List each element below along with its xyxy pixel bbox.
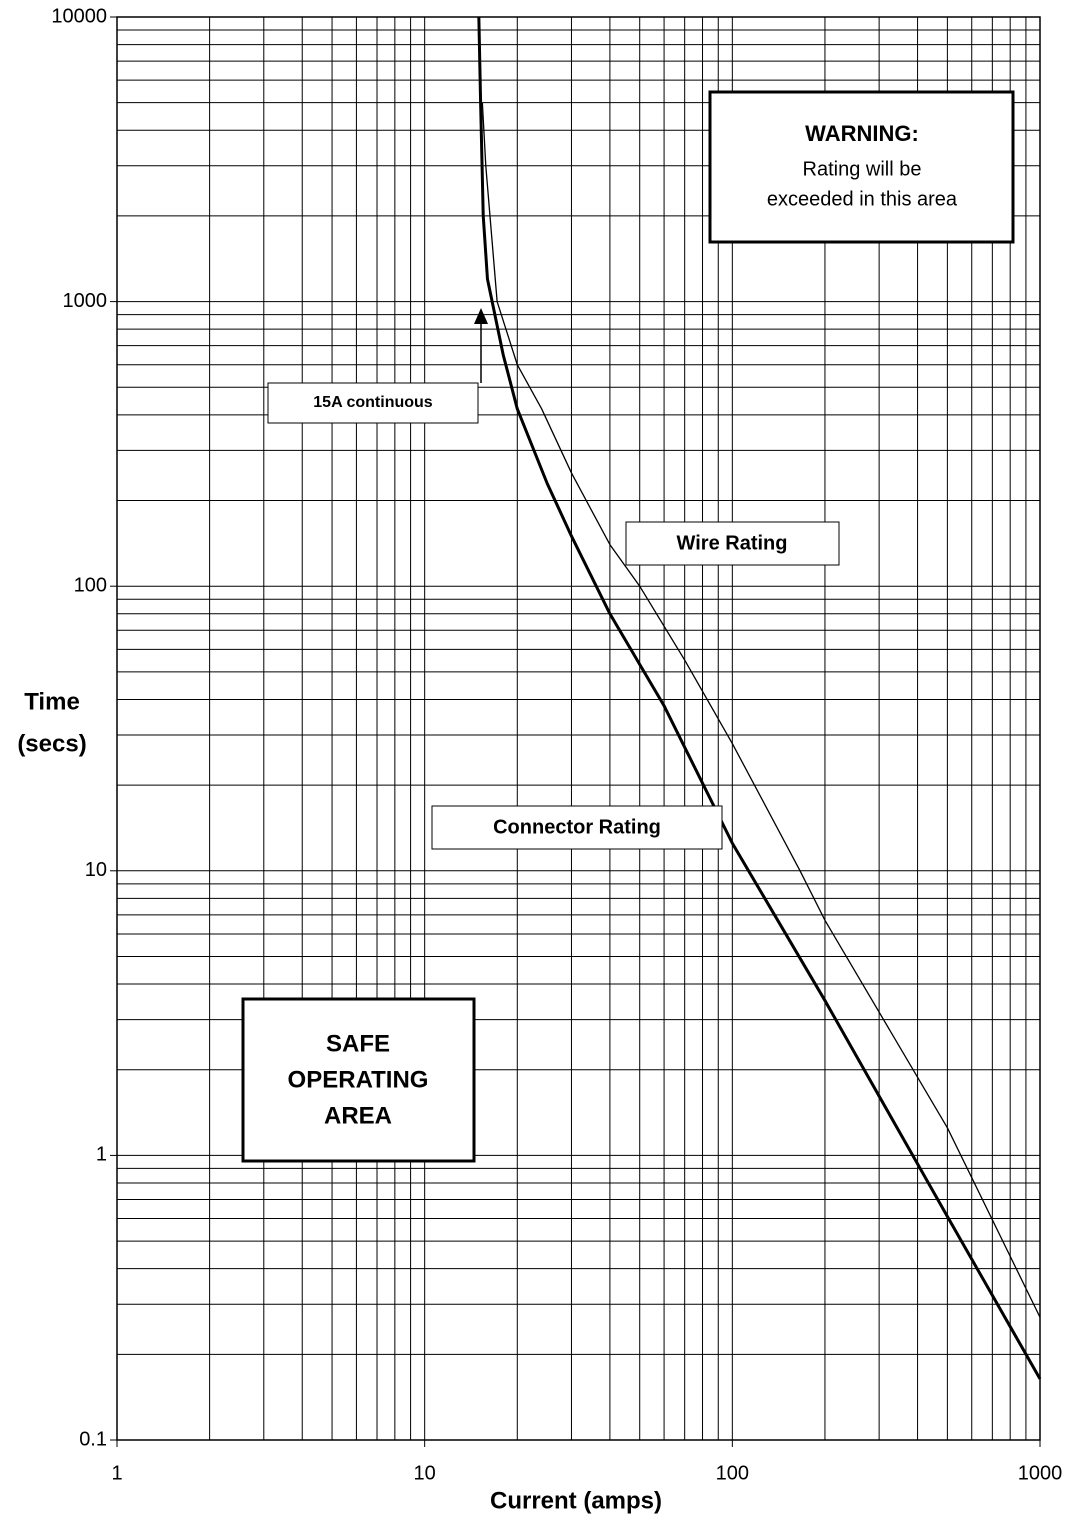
y-tick-label: 100 xyxy=(74,574,107,596)
plot-border xyxy=(116,16,1041,1441)
x-tick-label: 10 xyxy=(414,1462,436,1484)
arrow-head xyxy=(474,308,488,324)
x-tick-label: 1 xyxy=(111,1462,122,1484)
warning-text: exceeded in this area xyxy=(767,188,958,210)
series-line xyxy=(477,16,1042,1380)
safe-text: OPERATING xyxy=(288,1066,429,1093)
safe-text: SAFE xyxy=(326,1030,390,1057)
x-tick-label: 1000 xyxy=(1018,1462,1063,1484)
arrow-label-box xyxy=(267,382,479,424)
grid xyxy=(110,16,1041,1447)
y-tick-label: 10 xyxy=(85,859,107,881)
safe-text: AREA xyxy=(324,1102,392,1129)
legend-box xyxy=(431,805,723,850)
arrow-label: 15A continuous xyxy=(313,394,433,411)
y-tick-label: 10000 xyxy=(51,5,107,27)
lines xyxy=(477,16,1042,1380)
y-axis-title: (secs) xyxy=(17,730,86,757)
x-axis-title: Current (amps) xyxy=(490,1487,662,1514)
annotations: WARNING: Rating will be exceeded in this… xyxy=(241,90,1015,1163)
y-tick-label: 0.1 xyxy=(79,1428,107,1450)
warning-title: WARNING: xyxy=(805,121,919,146)
x-tick-label: 100 xyxy=(716,1462,749,1484)
y-tick-label: 1000 xyxy=(63,290,108,312)
warning-box xyxy=(708,90,1015,244)
legend-label: Connector Rating xyxy=(493,816,661,838)
warning-text: Rating will be xyxy=(803,158,922,180)
legend-box xyxy=(625,521,840,566)
legend-label: Wire Rating xyxy=(677,532,788,554)
y-tick-label: 1 xyxy=(96,1144,107,1166)
series-line xyxy=(481,102,1041,1318)
y-axis-title: Time xyxy=(24,688,80,715)
safe-box xyxy=(241,997,476,1163)
